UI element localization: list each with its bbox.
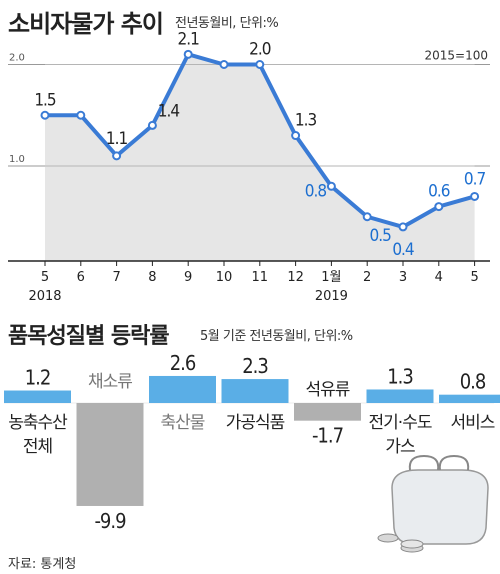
x-tick-label: 12: [287, 270, 304, 285]
bar-value-label: -1.7: [312, 424, 343, 448]
data-label: 0.6: [428, 182, 450, 202]
bar: [149, 375, 216, 403]
data-point: [40, 110, 50, 120]
coin: [400, 543, 424, 553]
purse-clasp: [438, 454, 470, 471]
x-tick-label: 2: [363, 270, 371, 285]
line-chart-subtitle: 전년동월비, 단위:%: [175, 16, 279, 31]
bar-value-label: 1.3: [387, 364, 413, 388]
coin: [377, 533, 399, 543]
data-point: [434, 202, 444, 212]
data-label: 0.8: [305, 181, 327, 201]
bar-chart-title: 품목성질별 등락률: [8, 324, 170, 349]
bar-category-label: 서비스: [451, 413, 495, 433]
data-point: [112, 151, 122, 161]
y-tick-label: 1.0: [9, 154, 25, 165]
bar-value-label: 2.3: [242, 354, 268, 378]
bar-category-label: 채소류: [88, 372, 132, 392]
year-label: 2018: [28, 289, 61, 304]
bar: [221, 379, 289, 403]
data-label: 2.1: [178, 29, 200, 49]
x-tick-label: 8: [148, 270, 156, 285]
data-point: [219, 60, 229, 69]
bar: [4, 390, 71, 403]
x-tick-label: 11: [252, 270, 269, 285]
data-label: 2.0: [249, 40, 271, 60]
x-tick-label: 7: [112, 270, 120, 285]
x-tick-label: 6: [77, 270, 85, 285]
x-tick-label: 9: [184, 270, 192, 285]
source-note: 자료: 통계청: [8, 557, 77, 572]
data-label: 0.5: [370, 226, 392, 246]
bar-category-label: 전체: [23, 437, 52, 457]
bar-category-label: 농축수산: [8, 413, 68, 433]
year-label: 2019: [315, 289, 348, 304]
bar-category-label: 가공식품: [226, 413, 285, 433]
bar-category-label: 가스: [385, 437, 415, 457]
bar-chart-subtitle: 5월 기준 전년동월비, 단위:%: [200, 329, 353, 344]
data-point: [398, 222, 408, 232]
data-point: [470, 191, 480, 201]
data-label: 0.7: [464, 169, 486, 189]
data-point: [362, 212, 372, 222]
bar-value-label: 0.8: [460, 370, 486, 394]
bar-value-label: -9.9: [94, 509, 126, 533]
data-point: [183, 49, 193, 59]
bar: [76, 403, 144, 506]
x-tick-label: 3: [399, 270, 407, 285]
data-point: [147, 120, 157, 130]
data-point: [291, 131, 301, 141]
data-point: [255, 60, 265, 69]
data-label: 1.1: [106, 129, 128, 149]
coin-purse-illustration: [377, 454, 489, 553]
purse-clasp: [408, 454, 440, 471]
data-label: 0.4: [392, 240, 414, 260]
data-label: 1.5: [34, 90, 56, 110]
data-label: 1.3: [295, 111, 317, 131]
purse-body: [391, 469, 489, 545]
data-label: 1.4: [158, 101, 180, 121]
x-tick-label: 4: [435, 270, 443, 285]
bar-value-label: 2.6: [170, 351, 196, 375]
coin: [400, 539, 424, 549]
x-tick-label: 5: [470, 270, 478, 285]
line-chart: 2.01.02015=1001.51.11.42.12.01.30.80.50.…: [8, 29, 490, 304]
line-chart-title: 소비자물가 추이: [8, 10, 164, 38]
x-tick-label: 5: [41, 270, 49, 285]
bar-value-label: 1.2: [25, 366, 51, 390]
bar-category-label: 석유류: [306, 380, 350, 400]
y-tick-label: 2.0: [9, 53, 25, 64]
bar: [439, 394, 500, 403]
bar: [294, 403, 361, 421]
base-year-note: 2015=100: [425, 49, 489, 63]
x-tick-label: 1월: [321, 270, 341, 285]
area-fill: [45, 54, 475, 261]
x-tick-label: 10: [216, 270, 233, 285]
bar-category-label: 전기·수도: [369, 413, 432, 433]
data-point: [76, 110, 86, 120]
bar: [366, 389, 434, 403]
data-point: [326, 181, 336, 191]
bar-category-label: 축산물: [161, 413, 205, 433]
